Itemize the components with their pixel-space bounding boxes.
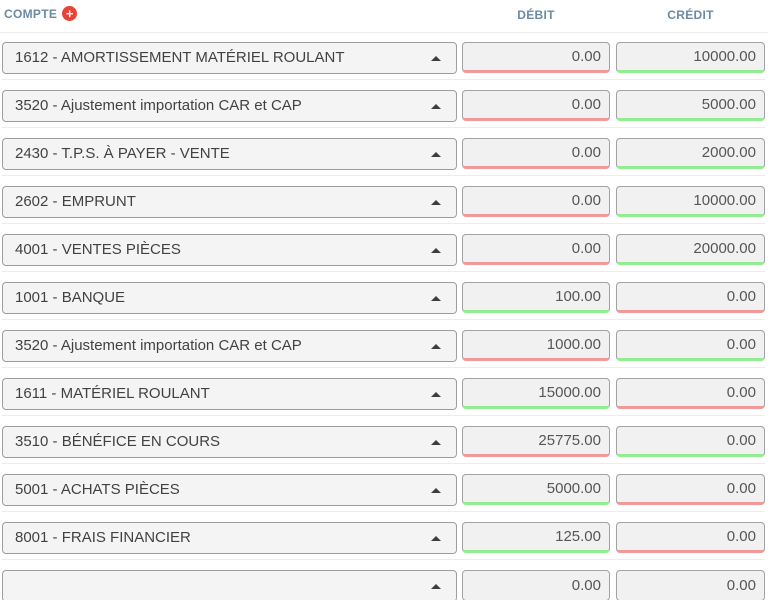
- chevron-up-icon: [431, 200, 441, 205]
- journal-entry-rows: 1612 - AMORTISSEMENT MATÉRIEL ROULANT 35…: [0, 42, 768, 600]
- journal-entry-row: [2, 570, 765, 600]
- plus-circle-icon: +: [65, 6, 74, 21]
- journal-entry-row: 1612 - AMORTISSEMENT MATÉRIEL ROULANT: [2, 42, 765, 80]
- debit-input[interactable]: [462, 186, 610, 217]
- chevron-up-icon: [431, 344, 441, 349]
- chevron-up-icon: [431, 248, 441, 253]
- credit-input[interactable]: [616, 90, 765, 121]
- credit-input[interactable]: [616, 234, 765, 265]
- debit-input[interactable]: [462, 378, 610, 409]
- credit-input[interactable]: [616, 186, 765, 217]
- account-select-value: 5001 - ACHATS PIÈCES: [15, 481, 180, 498]
- chevron-up-icon: [431, 152, 441, 157]
- debit-input[interactable]: [462, 330, 610, 361]
- table-header: COMPTE + DÉBIT CRÉDIT: [0, 0, 768, 33]
- account-select-value: 1612 - AMORTISSEMENT MATÉRIEL ROULANT: [15, 49, 345, 66]
- account-select-value: 3520 - Ajustement importation CAR et CAP: [15, 337, 302, 354]
- chevron-up-icon: [431, 440, 441, 445]
- credit-input[interactable]: [616, 426, 765, 457]
- debit-input[interactable]: [462, 282, 610, 313]
- account-select[interactable]: 1612 - AMORTISSEMENT MATÉRIEL ROULANT: [2, 42, 457, 74]
- debit-input[interactable]: [462, 474, 610, 505]
- account-column-label: COMPTE: [4, 6, 58, 21]
- debit-column-header: DÉBIT: [462, 6, 610, 24]
- account-select[interactable]: 5001 - ACHATS PIÈCES: [2, 474, 457, 506]
- credit-input[interactable]: [616, 474, 765, 505]
- journal-entry-row: 2430 - T.P.S. À PAYER - VENTE: [2, 138, 765, 176]
- account-select[interactable]: 4001 - VENTES PIÈCES: [2, 234, 457, 266]
- account-select[interactable]: 2430 - T.P.S. À PAYER - VENTE: [2, 138, 457, 170]
- account-select-value: 3520 - Ajustement importation CAR et CAP: [15, 97, 302, 114]
- account-select-value: 1611 - MATÉRIEL ROULANT: [15, 385, 210, 402]
- account-select-value: 2430 - T.P.S. À PAYER - VENTE: [15, 145, 230, 162]
- account-select-value: 8001 - FRAIS FINANCIER: [15, 529, 191, 546]
- add-account-button[interactable]: +: [62, 6, 78, 21]
- account-column-header: COMPTE +: [0, 6, 462, 21]
- journal-entry-row: 3520 - Ajustement importation CAR et CAP: [2, 330, 765, 368]
- journal-entry-row: 4001 - VENTES PIÈCES: [2, 234, 765, 272]
- debit-input[interactable]: [462, 42, 610, 73]
- debit-column-label: DÉBIT: [517, 8, 555, 22]
- debit-input[interactable]: [462, 570, 610, 600]
- account-select[interactable]: 2602 - EMPRUNT: [2, 186, 457, 218]
- debit-input[interactable]: [462, 522, 610, 553]
- credit-column-header: CRÉDIT: [616, 6, 765, 24]
- account-select-value: 1001 - BANQUE: [15, 289, 126, 306]
- account-select[interactable]: 8001 - FRAIS FINANCIER: [2, 522, 457, 554]
- account-select[interactable]: [2, 570, 457, 600]
- account-select-value: 3510 - BÉNÉFICE EN COURS: [15, 433, 221, 450]
- credit-input[interactable]: [616, 138, 765, 169]
- journal-entry-row: 2602 - EMPRUNT: [2, 186, 765, 224]
- chevron-up-icon: [431, 296, 441, 301]
- credit-input[interactable]: [616, 378, 765, 409]
- account-select[interactable]: 3510 - BÉNÉFICE EN COURS: [2, 426, 457, 458]
- journal-entry-row: 3520 - Ajustement importation CAR et CAP: [2, 90, 765, 128]
- debit-input[interactable]: [462, 138, 610, 169]
- chevron-up-icon: [431, 392, 441, 397]
- chevron-up-icon: [431, 536, 441, 541]
- account-select[interactable]: 3520 - Ajustement importation CAR et CAP: [2, 330, 457, 362]
- debit-input[interactable]: [462, 90, 610, 121]
- credit-input[interactable]: [616, 570, 765, 600]
- credit-column-label: CRÉDIT: [667, 8, 714, 22]
- account-select-value: 2602 - EMPRUNT: [15, 193, 136, 210]
- account-select-value: 4001 - VENTES PIÈCES: [15, 241, 181, 258]
- journal-entry-row: 5001 - ACHATS PIÈCES: [2, 474, 765, 512]
- credit-input[interactable]: [616, 522, 765, 553]
- journal-entry-row: 3510 - BÉNÉFICE EN COURS: [2, 426, 765, 464]
- chevron-up-icon: [431, 584, 441, 589]
- chevron-up-icon: [431, 56, 441, 61]
- credit-input[interactable]: [616, 42, 765, 73]
- journal-entry-row: 1001 - BANQUE: [2, 282, 765, 320]
- chevron-up-icon: [431, 488, 441, 493]
- credit-input[interactable]: [616, 330, 765, 361]
- journal-entry-row: 8001 - FRAIS FINANCIER: [2, 522, 765, 560]
- account-select[interactable]: 3520 - Ajustement importation CAR et CAP: [2, 90, 457, 122]
- journal-entry-row: 1611 - MATÉRIEL ROULANT: [2, 378, 765, 416]
- account-select[interactable]: 1001 - BANQUE: [2, 282, 457, 314]
- debit-input[interactable]: [462, 426, 610, 457]
- account-select[interactable]: 1611 - MATÉRIEL ROULANT: [2, 378, 457, 410]
- debit-input[interactable]: [462, 234, 610, 265]
- credit-input[interactable]: [616, 282, 765, 313]
- chevron-up-icon: [431, 104, 441, 109]
